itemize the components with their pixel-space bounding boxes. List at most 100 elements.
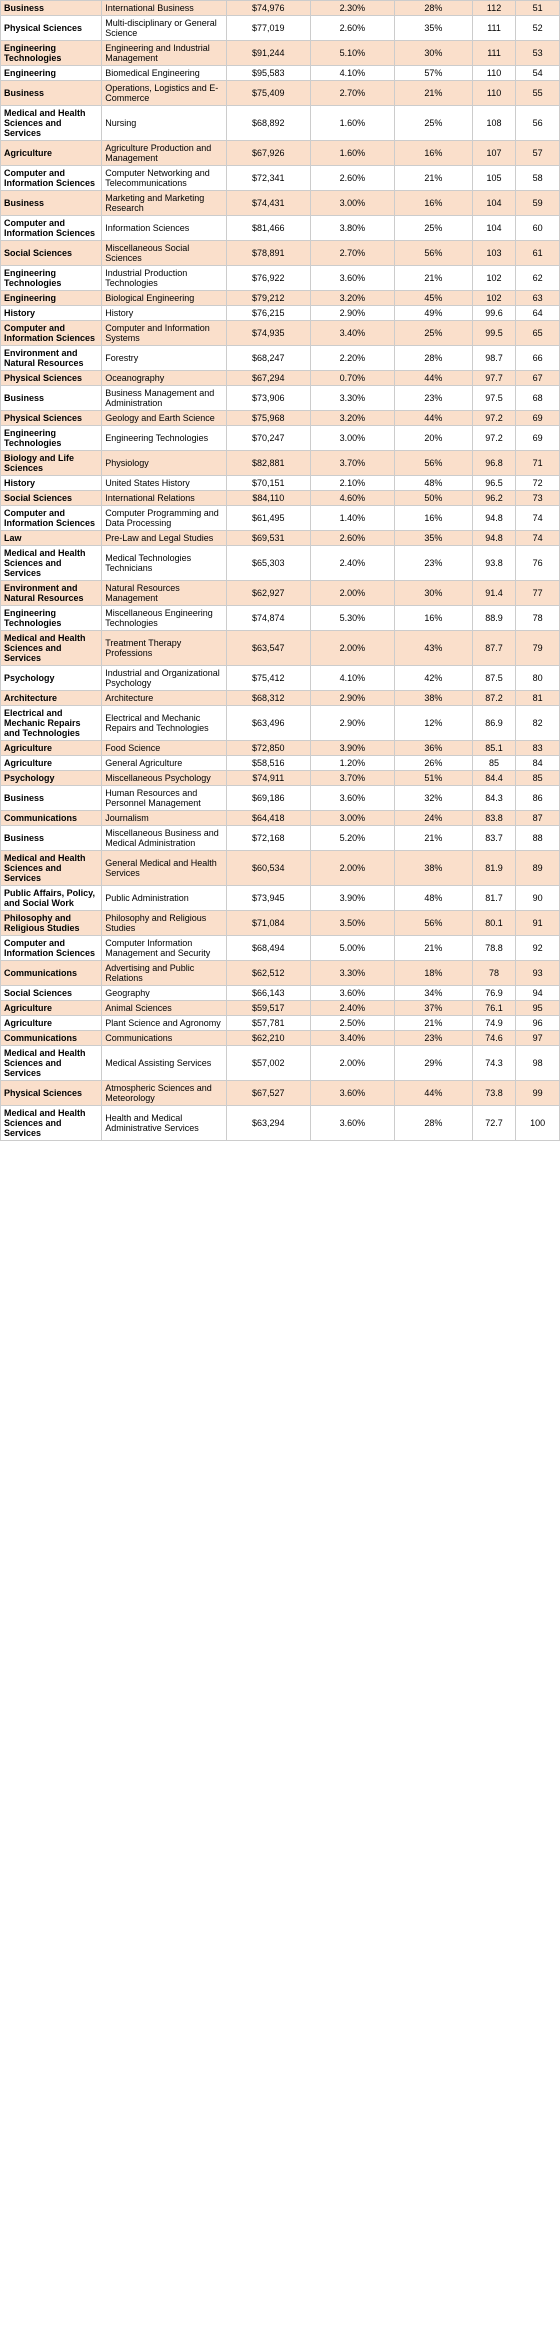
cell-score: 83.7 xyxy=(472,826,516,851)
cell-pct2: 51% xyxy=(394,771,472,786)
cell-score: 102 xyxy=(472,266,516,291)
cell-pct2: 21% xyxy=(394,936,472,961)
cell-cat: Engineering xyxy=(1,66,102,81)
table-row: Physical SciencesMulti-disciplinary or G… xyxy=(1,16,560,41)
cell-sub: Health and Medical Administrative Servic… xyxy=(102,1106,227,1141)
cell-salary: $68,494 xyxy=(226,936,310,961)
cell-sub: Electrical and Mechanic Repairs and Tech… xyxy=(102,706,227,741)
cell-pct2: 36% xyxy=(394,741,472,756)
cell-sub: Pre-Law and Legal Studies xyxy=(102,531,227,546)
cell-sub: Atmospheric Sciences and Meteorology xyxy=(102,1081,227,1106)
cell-rank: 53 xyxy=(516,41,560,66)
table-row: AgricultureGeneral Agriculture$58,5161.2… xyxy=(1,756,560,771)
cell-pct: 3.70% xyxy=(310,771,394,786)
cell-score: 87.5 xyxy=(472,666,516,691)
cell-salary: $72,341 xyxy=(226,166,310,191)
cell-cat: Medical and Health Sciences and Services xyxy=(1,1106,102,1141)
cell-cat: Law xyxy=(1,531,102,546)
table-row: Social SciencesMiscellaneous Social Scie… xyxy=(1,241,560,266)
table-row: Public Affairs, Policy, and Social WorkP… xyxy=(1,886,560,911)
cell-rank: 92 xyxy=(516,936,560,961)
cell-pct2: 21% xyxy=(394,1016,472,1031)
cell-rank: 62 xyxy=(516,266,560,291)
cell-score: 99.6 xyxy=(472,306,516,321)
cell-pct2: 12% xyxy=(394,706,472,741)
cell-salary: $59,517 xyxy=(226,1001,310,1016)
table-row: Engineering TechnologiesMiscellaneous En… xyxy=(1,606,560,631)
cell-pct: 2.90% xyxy=(310,306,394,321)
cell-rank: 77 xyxy=(516,581,560,606)
cell-pct2: 34% xyxy=(394,986,472,1001)
cell-sub: Journalism xyxy=(102,811,227,826)
cell-pct2: 23% xyxy=(394,386,472,411)
cell-cat: Engineering Technologies xyxy=(1,426,102,451)
cell-rank: 55 xyxy=(516,81,560,106)
cell-cat: Environment and Natural Resources xyxy=(1,346,102,371)
cell-pct: 3.90% xyxy=(310,741,394,756)
cell-salary: $66,143 xyxy=(226,986,310,1001)
cell-pct2: 44% xyxy=(394,411,472,426)
cell-score: 74.9 xyxy=(472,1016,516,1031)
cell-score: 84.4 xyxy=(472,771,516,786)
table-row: HistoryUnited States History$70,1512.10%… xyxy=(1,476,560,491)
cell-salary: $76,922 xyxy=(226,266,310,291)
cell-pct: 3.60% xyxy=(310,266,394,291)
table-row: Environment and Natural ResourcesNatural… xyxy=(1,581,560,606)
table-row: Computer and Information SciencesInforma… xyxy=(1,216,560,241)
cell-pct: 1.40% xyxy=(310,506,394,531)
table-row: HistoryHistory$76,2152.90%49%99.664 xyxy=(1,306,560,321)
table-row: CommunicationsJournalism$64,4183.00%24%8… xyxy=(1,811,560,826)
cell-cat: Medical and Health Sciences and Services xyxy=(1,851,102,886)
cell-pct: 3.60% xyxy=(310,786,394,811)
cell-salary: $63,294 xyxy=(226,1106,310,1141)
cell-pct: 2.70% xyxy=(310,81,394,106)
cell-salary: $67,294 xyxy=(226,371,310,386)
cell-cat: Communications xyxy=(1,811,102,826)
cell-sub: Forestry xyxy=(102,346,227,371)
cell-rank: 74 xyxy=(516,531,560,546)
cell-pct2: 48% xyxy=(394,476,472,491)
cell-pct: 3.60% xyxy=(310,986,394,1001)
cell-sub: General Medical and Health Services xyxy=(102,851,227,886)
cell-pct2: 48% xyxy=(394,886,472,911)
cell-pct2: 28% xyxy=(394,1,472,16)
cell-score: 102 xyxy=(472,291,516,306)
cell-sub: Architecture xyxy=(102,691,227,706)
cell-rank: 83 xyxy=(516,741,560,756)
cell-score: 99.5 xyxy=(472,321,516,346)
cell-pct: 2.50% xyxy=(310,1016,394,1031)
cell-pct: 3.50% xyxy=(310,911,394,936)
table-row: BusinessHuman Resources and Personnel Ma… xyxy=(1,786,560,811)
table-row: Physical SciencesOceanography$67,2940.70… xyxy=(1,371,560,386)
cell-cat: Agriculture xyxy=(1,741,102,756)
table-row: Engineering TechnologiesEngineering and … xyxy=(1,41,560,66)
cell-rank: 88 xyxy=(516,826,560,851)
cell-pct2: 24% xyxy=(394,811,472,826)
cell-rank: 95 xyxy=(516,1001,560,1016)
cell-rank: 78 xyxy=(516,606,560,631)
cell-cat: Business xyxy=(1,386,102,411)
cell-salary: $68,312 xyxy=(226,691,310,706)
table-row: Social SciencesGeography$66,1433.60%34%7… xyxy=(1,986,560,1001)
cell-score: 78.8 xyxy=(472,936,516,961)
cell-pct2: 30% xyxy=(394,581,472,606)
cell-pct: 2.30% xyxy=(310,1,394,16)
cell-rank: 98 xyxy=(516,1046,560,1081)
cell-score: 87.7 xyxy=(472,631,516,666)
cell-pct: 3.20% xyxy=(310,291,394,306)
cell-rank: 66 xyxy=(516,346,560,371)
cell-score: 81.7 xyxy=(472,886,516,911)
cell-score: 84.3 xyxy=(472,786,516,811)
cell-pct2: 35% xyxy=(394,531,472,546)
cell-sub: Geology and Earth Science xyxy=(102,411,227,426)
cell-pct2: 49% xyxy=(394,306,472,321)
cell-pct: 2.00% xyxy=(310,851,394,886)
cell-pct: 3.60% xyxy=(310,1081,394,1106)
cell-score: 96.5 xyxy=(472,476,516,491)
cell-score: 86.9 xyxy=(472,706,516,741)
cell-cat: Psychology xyxy=(1,666,102,691)
cell-salary: $70,247 xyxy=(226,426,310,451)
cell-rank: 81 xyxy=(516,691,560,706)
cell-cat: Physical Sciences xyxy=(1,1081,102,1106)
cell-sub: Business Management and Administration xyxy=(102,386,227,411)
